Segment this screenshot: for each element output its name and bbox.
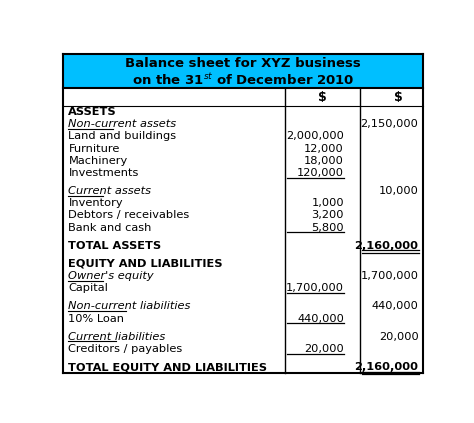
Text: Debtors / receivables: Debtors / receivables [68, 210, 190, 220]
Text: Bank and cash: Bank and cash [68, 222, 152, 233]
Text: 2,150,000: 2,150,000 [361, 119, 419, 129]
Text: Inventory: Inventory [68, 198, 123, 208]
Text: 20,000: 20,000 [379, 332, 419, 342]
Text: 1,700,000: 1,700,000 [286, 283, 344, 293]
Text: Creditors / payables: Creditors / payables [68, 344, 182, 354]
Text: 2,160,000: 2,160,000 [355, 241, 419, 251]
Text: TOTAL EQUITY AND LIABILITIES: TOTAL EQUITY AND LIABILITIES [68, 362, 267, 372]
Text: EQUITY AND LIABILITIES: EQUITY AND LIABILITIES [68, 259, 223, 269]
Text: Land and buildings: Land and buildings [68, 132, 176, 141]
Text: 5,800: 5,800 [311, 222, 344, 233]
Text: Owner's equity: Owner's equity [68, 271, 154, 281]
Text: 1,000: 1,000 [311, 198, 344, 208]
Text: 1,700,000: 1,700,000 [361, 271, 419, 281]
Text: Capital: Capital [68, 283, 108, 293]
Text: 440,000: 440,000 [372, 302, 419, 311]
Text: Investments: Investments [68, 168, 139, 178]
Text: Non-current liabilities: Non-current liabilities [68, 302, 191, 311]
Text: TOTAL ASSETS: TOTAL ASSETS [68, 241, 162, 251]
Text: on the 31$^{st}$ of December 2010: on the 31$^{st}$ of December 2010 [132, 72, 354, 88]
Text: 440,000: 440,000 [297, 313, 344, 324]
Text: Current liabilities: Current liabilities [68, 332, 166, 342]
Text: $: $ [318, 91, 327, 104]
Text: ASSETS: ASSETS [68, 107, 117, 117]
Text: 12,000: 12,000 [304, 144, 344, 154]
Text: Furniture: Furniture [68, 144, 120, 154]
Text: Machinery: Machinery [68, 156, 128, 166]
Text: 3,200: 3,200 [311, 210, 344, 220]
Text: 10% Loan: 10% Loan [68, 313, 125, 324]
Text: 2,160,000: 2,160,000 [355, 362, 419, 372]
Text: 2,000,000: 2,000,000 [286, 132, 344, 141]
Text: Current assets: Current assets [68, 186, 151, 196]
Text: $: $ [393, 91, 402, 104]
Text: 120,000: 120,000 [297, 168, 344, 178]
Bar [63, 54, 423, 88]
Text: 18,000: 18,000 [304, 156, 344, 166]
Text: Non-current assets: Non-current assets [68, 119, 176, 129]
Text: 20,000: 20,000 [304, 344, 344, 354]
Text: 10,000: 10,000 [379, 186, 419, 196]
Text: Balance sheet for XYZ business: Balance sheet for XYZ business [125, 57, 361, 70]
